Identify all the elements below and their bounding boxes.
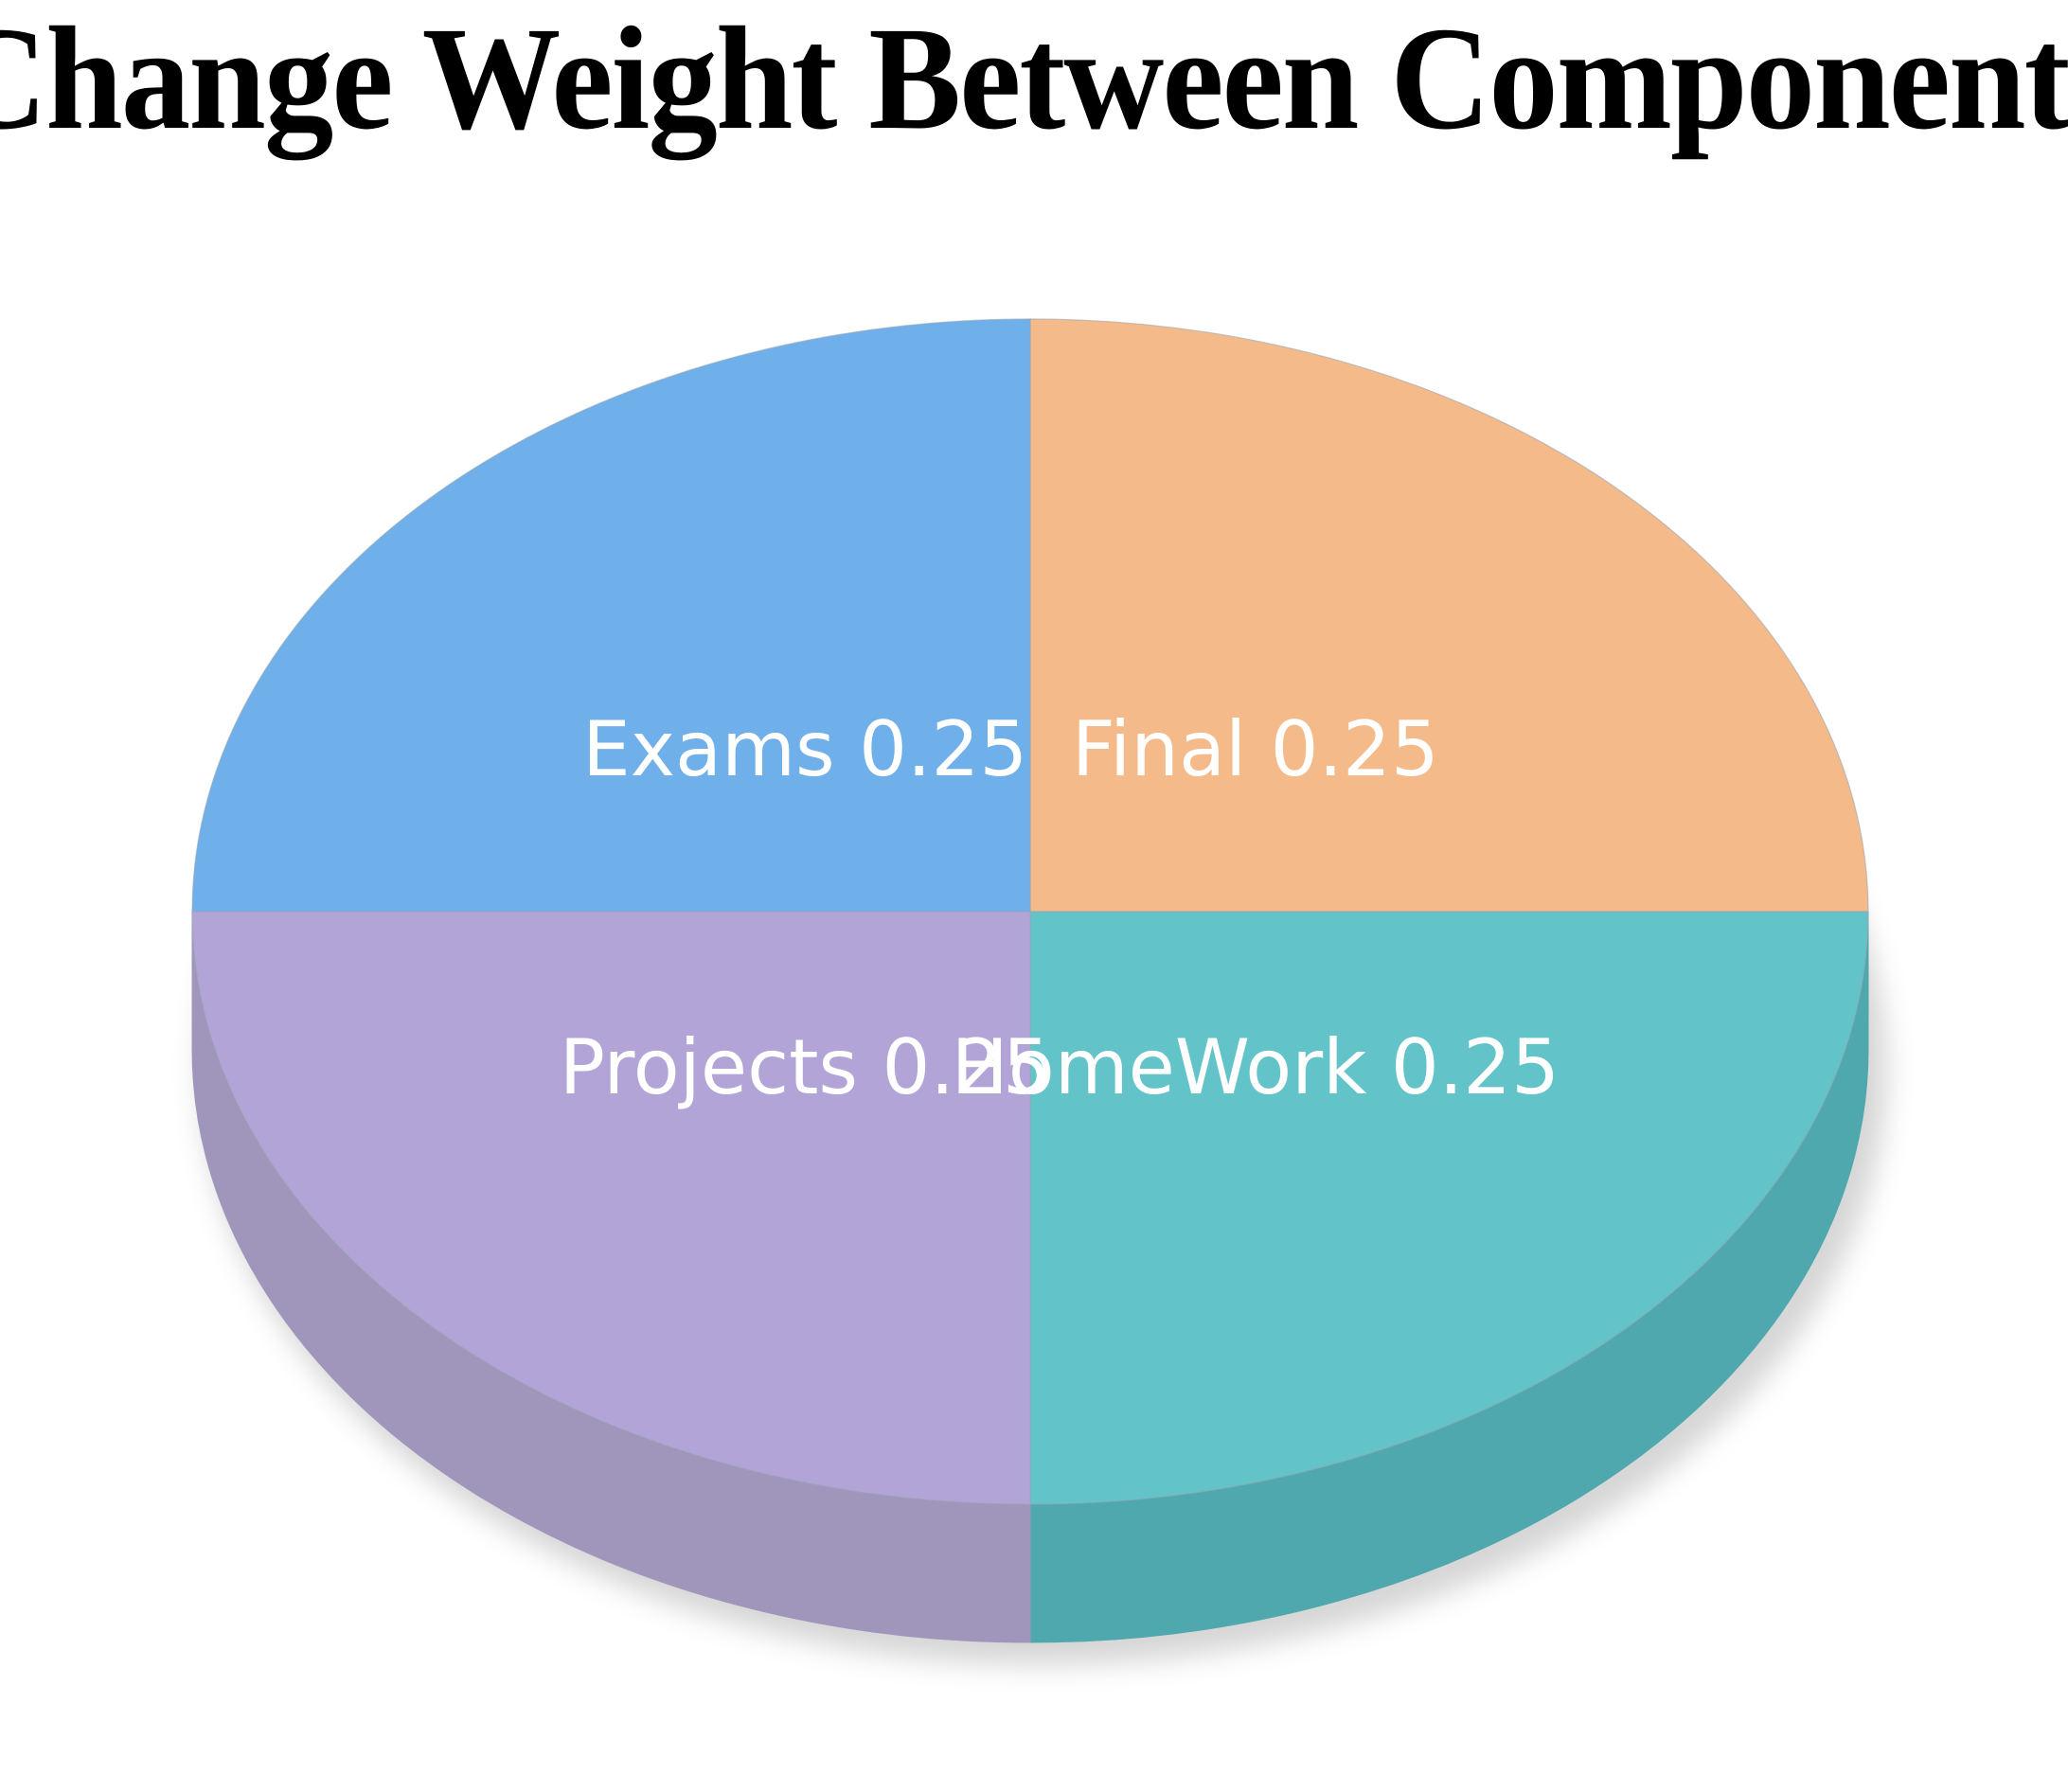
pie-label-projects: Projects 0.25 — [560, 1023, 1051, 1111]
pie-slice-projects — [191, 911, 1031, 1505]
pie-slice-homework — [1029, 911, 1869, 1505]
pie-top — [191, 318, 1869, 1505]
pie-sides — [191, 911, 1869, 1643]
pie-label-exams: Exams 0.25 — [582, 705, 1027, 793]
pie-slice-exams — [191, 318, 1031, 913]
pie-slice-final — [1029, 318, 1869, 913]
chart-title: Change Weight Between Components — [0, 0, 2068, 160]
pie-label-homework: HomeWork 0.25 — [952, 1023, 1560, 1111]
pie-label-final: Final 0.25 — [1072, 705, 1439, 793]
